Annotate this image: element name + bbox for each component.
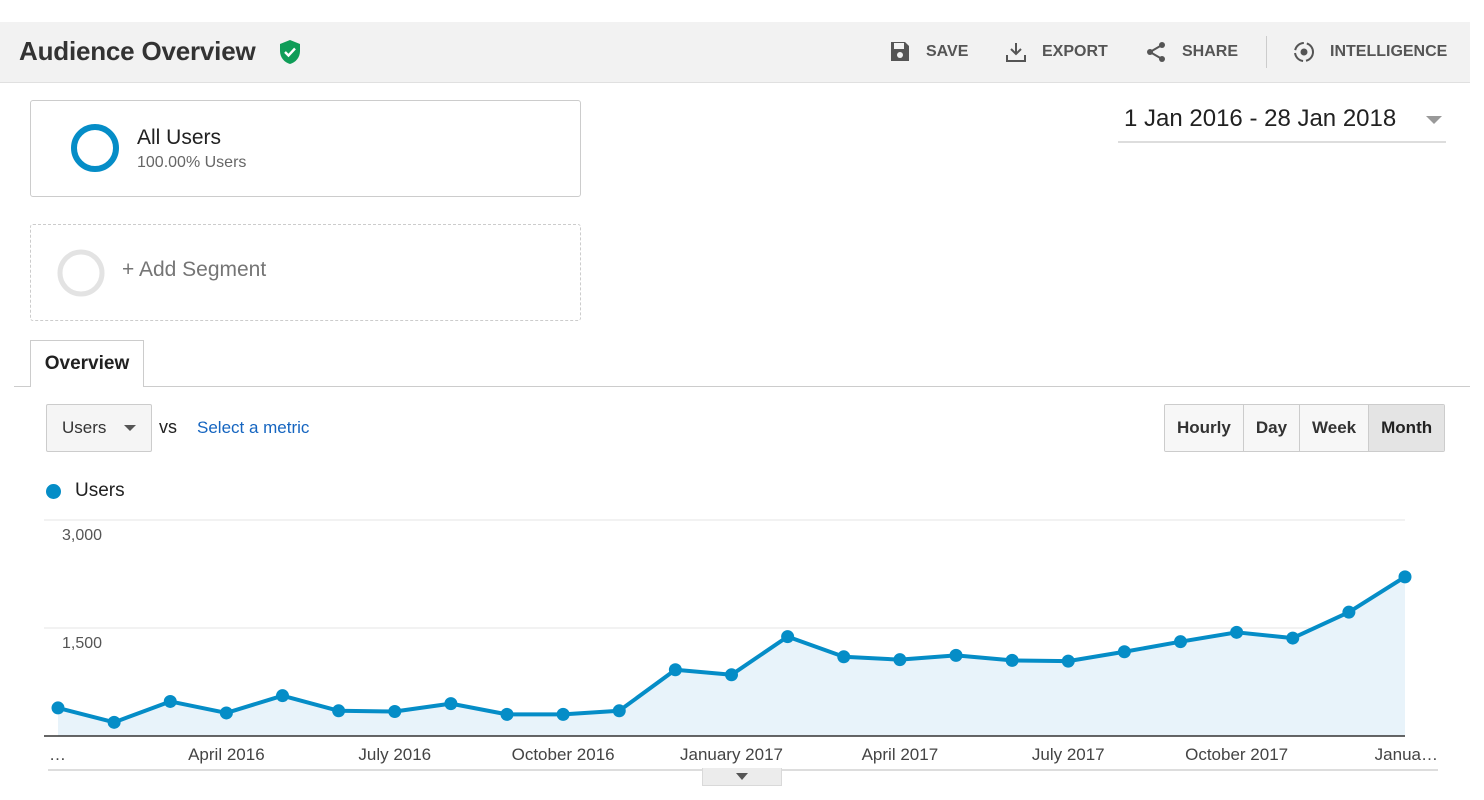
page-title: Audience Overview	[19, 36, 256, 66]
vs-label: vs	[159, 417, 177, 437]
granularity-toggle: Hourly Day Week Month	[1164, 404, 1446, 452]
users-data-point	[51, 701, 65, 715]
x-tick-label: January 2017	[680, 745, 783, 764]
users-data-point	[1117, 645, 1131, 659]
x-tick-label: October 2016	[512, 745, 615, 764]
users-data-point	[725, 668, 738, 682]
segment-all-users[interactable]: All Users 100.00% Users	[30, 100, 581, 197]
users-data-point	[332, 704, 346, 718]
top-strip	[0, 0, 1484, 22]
date-range-text: 1 Jan 2016 - 28 Jan 2018	[1124, 105, 1397, 132]
metric-dropdown[interactable]: Users	[46, 404, 152, 452]
share-button[interactable]: SHARE	[1144, 36, 1238, 68]
users-data-point	[1174, 635, 1187, 649]
users-data-point	[163, 694, 177, 708]
users-data-point	[556, 707, 570, 721]
chart-expand-handle[interactable]	[702, 768, 782, 786]
users-data-point	[388, 705, 402, 719]
x-tick-label: April 2016	[188, 745, 265, 764]
share-icon	[1147, 42, 1165, 62]
users-area-fill	[58, 576, 1405, 736]
y-tick-label: 3,000	[62, 527, 102, 544]
x-tick-label: Janua…	[1375, 745, 1438, 764]
granularity-week[interactable]: Week	[1300, 405, 1370, 451]
users-data-point	[893, 653, 907, 667]
intelligence-label: INTELLIGENCE	[1330, 43, 1448, 60]
users-data-point	[668, 663, 682, 677]
x-tick-label: …	[49, 745, 66, 764]
save-label: SAVE	[926, 43, 969, 60]
save-button[interactable]: SAVE	[888, 36, 968, 68]
add-segment-label: + Add Segment	[122, 258, 267, 281]
x-tick-label: July 2017	[1032, 745, 1105, 764]
select-metric-link[interactable]: Select a metric	[197, 418, 310, 437]
users-data-point	[1061, 654, 1075, 668]
empty-segment-ring-icon	[57, 249, 105, 297]
users-data-point	[949, 648, 963, 662]
users-data-point	[444, 697, 458, 711]
legend-label: Users	[75, 480, 125, 501]
export-label: EXPORT	[1042, 43, 1108, 60]
caret-down-icon	[736, 773, 748, 780]
segment-ring-icon	[71, 124, 119, 172]
verified-shield-icon	[280, 40, 300, 64]
users-data-point	[1230, 625, 1244, 639]
users-data-point	[781, 630, 795, 644]
metric-dropdown-label: Users	[62, 418, 107, 437]
export-button[interactable]: EXPORT	[1004, 36, 1108, 68]
x-tick-label: July 2016	[358, 745, 431, 764]
add-segment-button[interactable]: + Add Segment	[30, 224, 581, 321]
save-icon	[891, 42, 909, 61]
page-header: Audience Overview SAVE EXPORT SHARE	[0, 22, 1470, 83]
header-divider	[1266, 36, 1267, 68]
segment-name: All Users	[137, 126, 222, 149]
users-data-point	[219, 706, 233, 720]
users-data-point	[1005, 653, 1019, 667]
granularity-day[interactable]: Day	[1243, 405, 1301, 451]
users-data-point	[500, 707, 514, 721]
users-data-point	[1398, 570, 1412, 584]
share-label: SHARE	[1182, 43, 1239, 60]
users-data-point	[107, 715, 121, 729]
users-data-point	[612, 704, 626, 718]
users-data-point	[1286, 631, 1300, 645]
chevron-down-icon	[1426, 116, 1442, 124]
chart-legend: Users	[46, 480, 125, 502]
intelligence-button[interactable]: INTELLIGENCE	[1292, 36, 1447, 68]
tab-overview[interactable]: Overview	[30, 340, 144, 389]
x-tick-label: October 2017	[1185, 745, 1288, 764]
caret-down-icon	[124, 425, 136, 431]
download-icon	[1006, 43, 1026, 62]
report-content: All Users 100.00% Users + Add Segment 1 …	[14, 83, 1470, 800]
intelligence-icon	[1294, 42, 1314, 62]
date-range-picker[interactable]: 1 Jan 2016 - 28 Jan 2018	[1118, 103, 1446, 143]
users-line-chart: 3,000 1,500 … April 2016 July 2016 October 20…	[44, 519, 1438, 771]
users-data-point	[276, 689, 289, 703]
legend-marker	[46, 483, 61, 499]
segment-subtitle: 100.00% Users	[137, 154, 247, 171]
x-tick-label: April 2017	[862, 745, 939, 764]
tab-divider	[14, 386, 1470, 387]
users-data-point	[1342, 605, 1356, 619]
granularity-month[interactable]: Month	[1369, 405, 1445, 451]
y-tick-label: 1,500	[62, 635, 102, 652]
users-data-point	[837, 650, 851, 664]
granularity-hourly[interactable]: Hourly	[1165, 405, 1244, 451]
